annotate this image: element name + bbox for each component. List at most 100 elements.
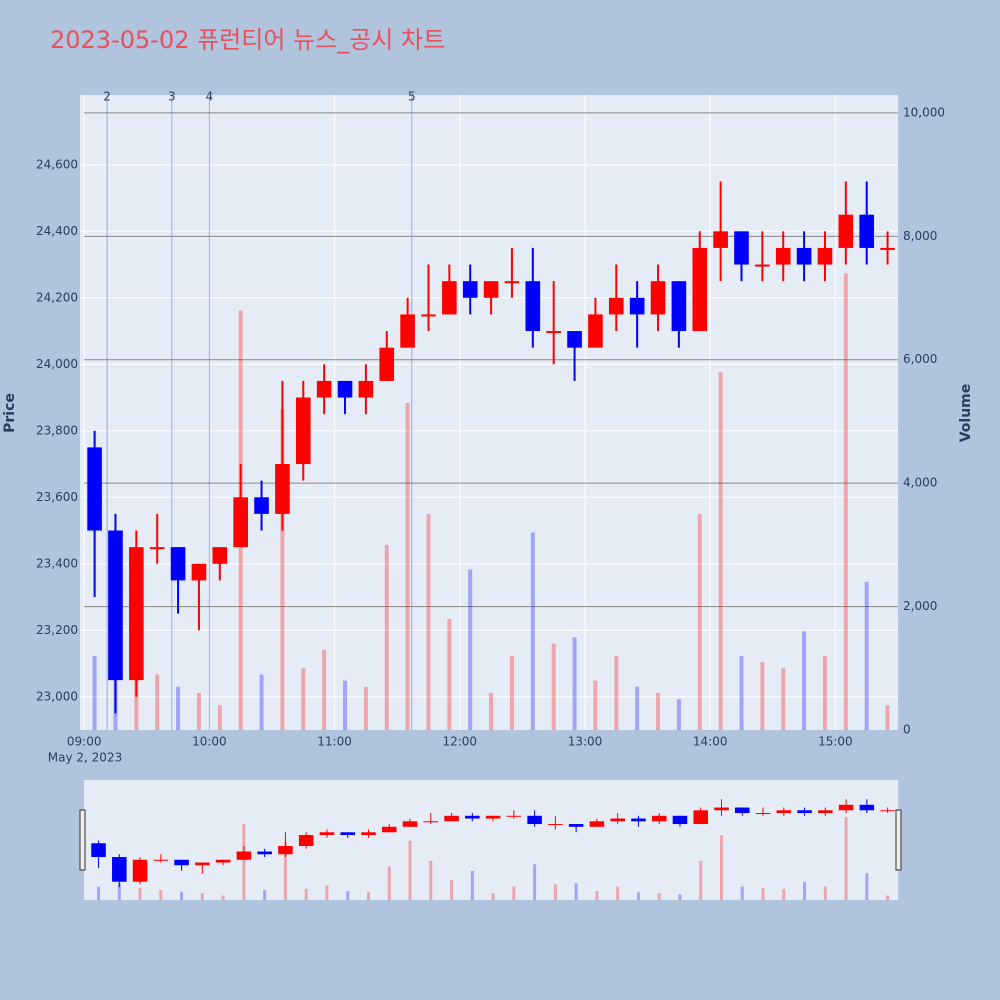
candle-body xyxy=(483,281,499,298)
slider-candle xyxy=(195,862,210,866)
volume-bar xyxy=(92,655,97,730)
candle-body xyxy=(755,264,770,267)
slider-volume-bar xyxy=(553,884,557,900)
y-tick-label: 23,600 xyxy=(36,490,78,504)
y2-tick-label: 4,000 xyxy=(903,476,937,490)
slider-candle xyxy=(734,807,750,814)
slider-candle xyxy=(174,859,189,866)
news-label: 5 xyxy=(408,90,416,104)
y-tick-label: 23,800 xyxy=(36,423,78,437)
candle-body xyxy=(629,297,645,315)
volume-bar xyxy=(697,514,702,730)
slider-candle xyxy=(589,821,605,827)
volume-bar xyxy=(426,514,431,730)
slider-volume-bar xyxy=(97,886,101,900)
slider-candle xyxy=(112,857,127,882)
plot-area xyxy=(80,95,898,730)
candle-body xyxy=(129,547,144,681)
slider-volume-bar xyxy=(242,824,246,900)
candle-body xyxy=(108,530,123,681)
slider-volume-bar xyxy=(740,886,744,900)
volume-bar xyxy=(885,705,890,730)
slider-candle xyxy=(610,818,625,822)
volume-bar xyxy=(343,680,348,730)
slider-candle xyxy=(91,843,106,858)
volume-bar xyxy=(781,668,786,730)
slider-candle xyxy=(381,826,397,833)
volume-bar xyxy=(739,655,744,730)
slider-volume-bar xyxy=(221,895,225,900)
slider-candle xyxy=(153,859,169,861)
candle-body xyxy=(170,547,186,581)
volume-bar xyxy=(155,674,160,730)
y-tick-label: 24,600 xyxy=(36,157,78,171)
volume-bar xyxy=(489,692,494,730)
y-tick-label: 24,000 xyxy=(36,357,78,371)
slider-candle xyxy=(132,859,148,882)
slider-volume-bar xyxy=(865,873,869,900)
volume-bar xyxy=(656,692,661,730)
news-label: 4 xyxy=(206,90,214,104)
candle-body xyxy=(567,331,582,348)
slider-candle xyxy=(880,810,895,812)
slider-candle xyxy=(672,815,688,825)
volume-bar xyxy=(822,655,827,730)
y2-tick-label: 2,000 xyxy=(903,599,937,613)
slider-candle xyxy=(651,815,667,822)
candle-body xyxy=(233,497,248,548)
slider-candle xyxy=(319,832,335,836)
candle-body xyxy=(379,347,395,381)
candle-body xyxy=(796,247,812,265)
slider-candle xyxy=(714,807,729,811)
candle-body xyxy=(295,397,311,465)
volume-bar xyxy=(280,409,285,730)
slider-volume-bar xyxy=(117,883,121,900)
slider-candle xyxy=(797,810,812,814)
slider-volume-bar xyxy=(823,886,827,900)
y2-tick-label: 8,000 xyxy=(903,229,937,243)
candle-body xyxy=(671,281,687,332)
slider-volume-bar xyxy=(512,886,516,900)
slider-volume-bar xyxy=(636,892,640,900)
candle-body xyxy=(775,247,791,265)
volume-bar xyxy=(530,532,535,730)
volume-bar xyxy=(864,581,869,730)
volume-bar xyxy=(614,655,619,730)
volume-bar xyxy=(468,569,473,730)
candle-body xyxy=(588,314,603,348)
slider-handle[interactable] xyxy=(895,809,902,871)
candle-body xyxy=(817,247,833,265)
slider-candle xyxy=(548,824,563,826)
volume-bar xyxy=(301,668,306,730)
slider-candle xyxy=(465,815,480,819)
candle-body xyxy=(734,231,749,265)
slider-volume-bar xyxy=(304,888,308,900)
volume-bar xyxy=(802,631,807,730)
candle-body xyxy=(608,297,624,315)
candle-body xyxy=(859,214,875,248)
slider-candle xyxy=(838,804,854,811)
slider-candle xyxy=(298,835,314,847)
candle-body xyxy=(421,314,436,317)
slider-candle xyxy=(859,804,875,811)
slider-volume-bar xyxy=(782,888,786,900)
y-tick-label: 23,200 xyxy=(36,623,78,637)
slider-candle xyxy=(485,815,501,819)
y2-tick-label: 6,000 xyxy=(903,352,937,366)
slider-volume-bar xyxy=(678,894,682,900)
slider-volume-bar xyxy=(657,893,661,900)
slider-candle xyxy=(423,821,439,823)
candle-body xyxy=(149,547,165,550)
slider-volume-bar xyxy=(200,893,204,900)
volume-bar xyxy=(551,643,556,730)
range-slider[interactable] xyxy=(84,780,898,900)
volume-bar xyxy=(635,686,640,730)
slider-volume-bar xyxy=(533,864,537,900)
y2-tick-label: 0 xyxy=(903,723,911,737)
news-label: 2 xyxy=(103,90,111,104)
y2-axis-title: Volume xyxy=(958,384,974,443)
candle-body xyxy=(400,314,415,348)
slider-volume-bar xyxy=(719,835,723,900)
slider-handle[interactable] xyxy=(79,809,86,871)
slider-volume-bar xyxy=(491,893,495,900)
